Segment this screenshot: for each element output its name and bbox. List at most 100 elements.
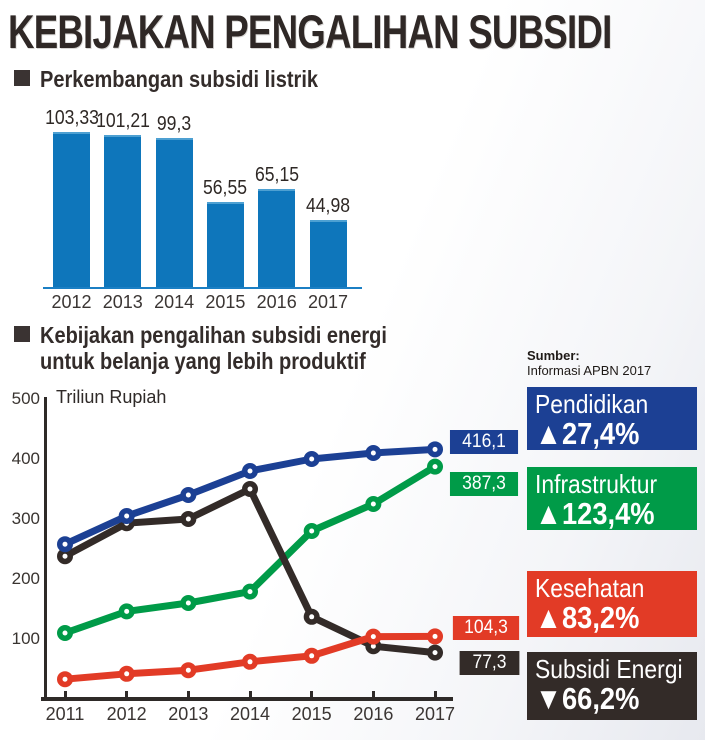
data-point <box>427 458 444 475</box>
data-point <box>118 603 135 620</box>
legend-change-value: ▲123,4% <box>535 496 655 531</box>
legend-item-subsidi-energi: Subsidi Energi ▼66,2% <box>527 652 697 720</box>
bar-value-label: 44,98 <box>305 195 351 217</box>
bar-2013 <box>104 135 142 289</box>
bar-2015 <box>206 202 244 289</box>
bar-2012 <box>53 132 90 289</box>
data-point <box>303 608 320 625</box>
data-point <box>365 628 382 645</box>
line-series-infrastruktur <box>57 458 444 641</box>
end-value-label-subsidi-energi: 77,3 <box>459 651 520 675</box>
source-label: Sumber: <box>527 348 580 363</box>
legend-change-value: ▲83,2% <box>535 600 640 635</box>
bar-chart-baseline <box>43 287 362 289</box>
data-point <box>242 463 259 479</box>
legend-item-kesehatan: Kesehatan ▲83,2% <box>527 571 697 637</box>
x-year-label: 2016 <box>353 704 394 724</box>
bar-2014 <box>155 138 193 289</box>
y-axis-line <box>44 397 47 701</box>
legend-change-value: ▲27,4% <box>535 416 640 451</box>
bar-value-label: 65,15 <box>254 164 299 186</box>
data-point <box>57 536 73 553</box>
data-point <box>365 638 382 655</box>
bar-2017 <box>309 220 347 289</box>
end-value-label-infrastruktur: 387,3 <box>449 472 519 496</box>
y-tick-label: 400 <box>11 449 40 468</box>
data-point <box>427 644 444 661</box>
x-tick <box>310 691 314 701</box>
bar-year-label: 2015 <box>205 292 246 312</box>
x-tick <box>125 691 129 701</box>
y-tick-label: 300 <box>11 509 40 528</box>
data-point <box>118 515 135 532</box>
bar-year-label: 2013 <box>102 292 143 312</box>
legend-item-pendidikan: Pendidikan ▲27,4% <box>527 387 697 450</box>
bar-section-title: Perkembangan subsidi listrik <box>40 66 319 92</box>
bar-year-label: 2014 <box>154 292 195 312</box>
legend-series-name: Infrastruktur <box>535 469 658 499</box>
data-point <box>303 647 320 664</box>
data-point <box>57 548 73 565</box>
legend-change-value: ▼66,2% <box>535 681 640 716</box>
x-year-label: 2011 <box>45 704 85 724</box>
end-value-label-pendidikan: 416,1 <box>449 430 519 454</box>
source-note: Sumber: Informasi APBN 2017 <box>527 348 651 378</box>
data-point <box>242 583 259 600</box>
y-axis-unit-label: Triliun Rupiah <box>56 387 167 407</box>
bar-2016 <box>258 189 296 289</box>
end-value-label-kesehatan: 104,3 <box>452 616 520 640</box>
x-axis-line <box>41 697 453 701</box>
bar-year-label: 2016 <box>256 292 297 312</box>
page-title: KEBIJAKAN PENGALIHAN SUBSIDI <box>8 5 612 58</box>
x-year-label: 2013 <box>168 704 209 724</box>
bar-year-label: 2017 <box>307 292 349 312</box>
x-tick <box>63 691 67 701</box>
data-point <box>427 441 444 458</box>
legend-item-infrastruktur: Infrastruktur ▲123,4% <box>527 467 697 530</box>
x-tick <box>371 691 375 701</box>
data-point <box>180 511 197 527</box>
x-year-label: 2015 <box>291 704 332 724</box>
x-year-label: 2014 <box>229 704 271 724</box>
bar-value-label: 56,55 <box>203 177 248 199</box>
data-point <box>365 496 382 512</box>
data-point <box>118 665 135 682</box>
data-point <box>57 625 73 641</box>
legend-series-name: Subsidi Energi <box>535 654 683 684</box>
line-series-subsidi-energi <box>57 481 444 661</box>
bar-year-label: 2012 <box>51 292 92 312</box>
bar-value-label: 103,33 <box>44 107 99 129</box>
data-point <box>180 662 197 679</box>
y-tick-label: 500 <box>11 389 40 408</box>
x-tick <box>248 691 252 701</box>
x-year-label: 2017 <box>414 704 456 724</box>
square-bullet-icon <box>14 70 30 86</box>
legend-series-name: Kesehatan <box>535 573 645 603</box>
line-series-pendidikan <box>57 441 444 553</box>
x-year-label: 2012 <box>106 704 147 724</box>
y-tick-label: 200 <box>11 569 40 588</box>
line-section-header: Kebijakan pengalihan subsidi energi untu… <box>14 322 439 374</box>
data-point <box>242 653 259 670</box>
bar-section-header: Perkembangan subsidi listrik <box>14 66 360 92</box>
data-point <box>242 481 259 497</box>
data-point <box>180 595 197 611</box>
bar-value-label: 99,3 <box>156 113 192 135</box>
data-point <box>57 671 73 688</box>
data-point <box>365 445 382 461</box>
legend-series-name: Pendidikan <box>535 389 649 419</box>
data-point <box>303 451 320 467</box>
data-point <box>180 487 197 503</box>
data-point <box>303 523 320 539</box>
data-point <box>427 628 444 645</box>
line-series-kesehatan <box>57 628 444 688</box>
source-text: Informasi APBN 2017 <box>527 363 652 378</box>
x-tick <box>433 691 437 701</box>
data-point <box>118 508 135 524</box>
square-bullet-icon <box>14 326 30 342</box>
bar-value-label: 101,21 <box>95 110 150 132</box>
y-tick-label: 100 <box>11 629 40 648</box>
line-section-title: Kebijakan pengalihan subsidi energi untu… <box>40 322 387 374</box>
x-tick <box>186 691 190 701</box>
